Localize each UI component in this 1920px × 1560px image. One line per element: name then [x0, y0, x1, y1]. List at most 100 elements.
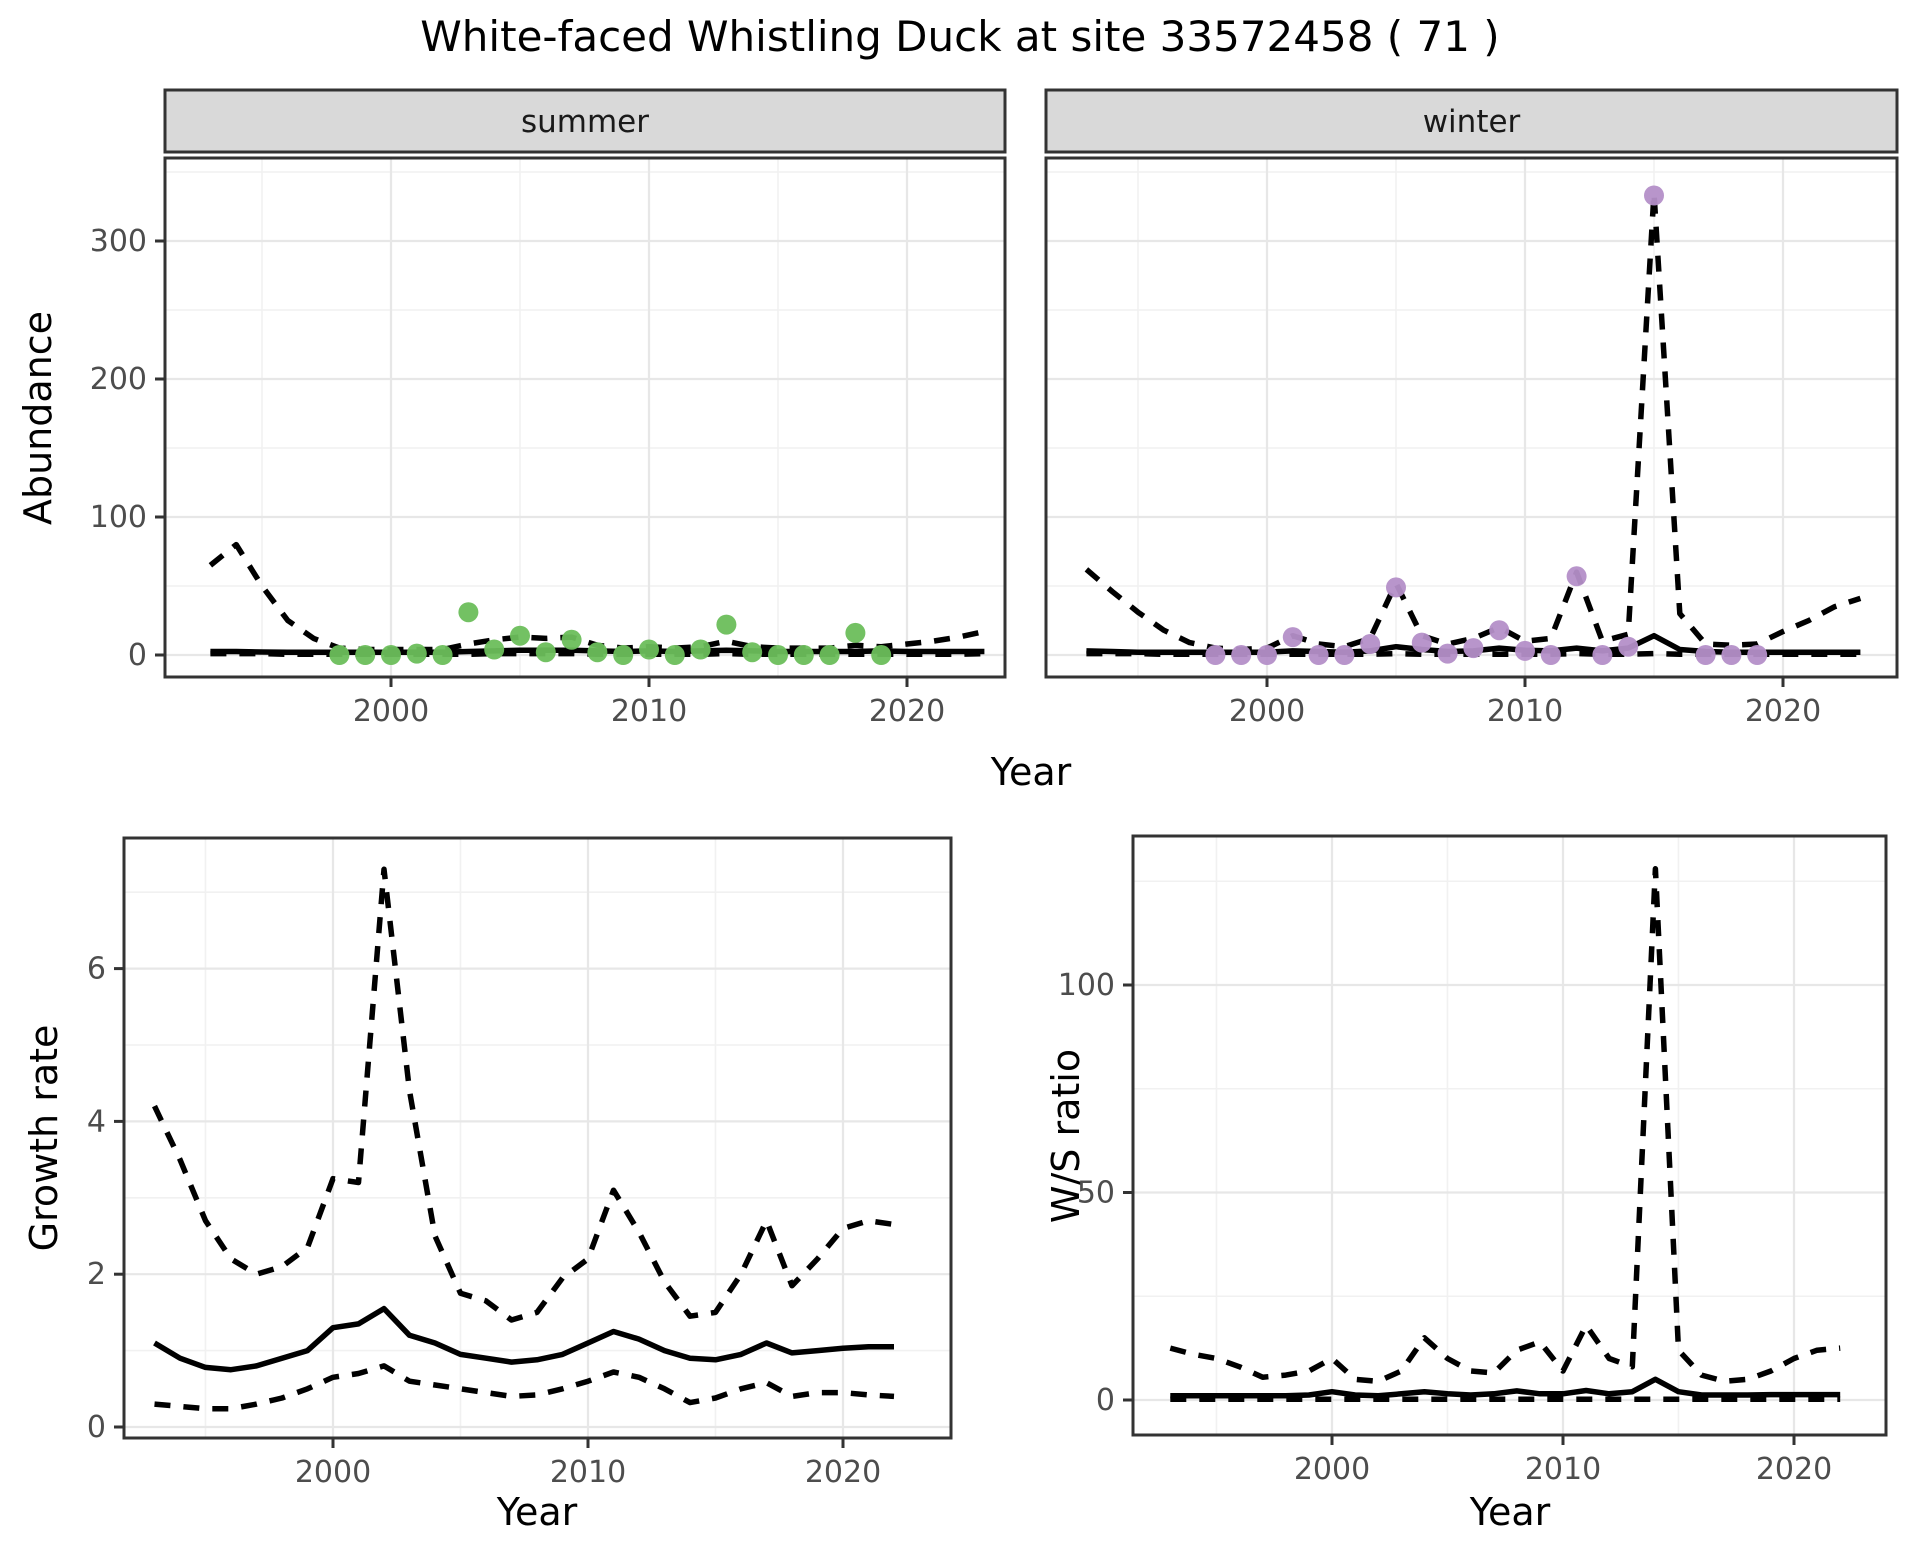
- x-tick-label: 2000: [1229, 694, 1305, 729]
- x-tick-label: 2000: [353, 694, 429, 729]
- strip-background: [163, 88, 1007, 154]
- facet-strip-summer: summer: [163, 88, 1007, 154]
- summer-observation-points: [329, 602, 892, 665]
- y-tick-label: 50: [1077, 1176, 1115, 1211]
- y-tick-label: 0: [87, 1410, 106, 1445]
- y-tick-label: 100: [90, 500, 147, 535]
- data-point: [1231, 645, 1252, 665]
- panel-border: [163, 156, 1007, 679]
- data-point: [432, 645, 453, 665]
- y-axis-ticks: 0 100 200 300: [90, 224, 165, 673]
- data-point: [458, 602, 479, 623]
- series-median: [153, 1305, 894, 1373]
- x-tick-label: 2010: [1525, 1452, 1601, 1487]
- data-point: [1437, 643, 1458, 664]
- data-point: [1592, 645, 1613, 665]
- panel-border: [1044, 156, 1899, 679]
- panel-background: [124, 838, 951, 1438]
- y-tick-label: 100: [1058, 968, 1115, 1003]
- data-point: [406, 643, 427, 664]
- y-tick-label: 300: [90, 224, 147, 259]
- data-point: [819, 645, 840, 665]
- strip-background: [1044, 88, 1899, 154]
- facet-strip-label: winter: [1423, 104, 1521, 140]
- data-point: [1334, 645, 1355, 665]
- x-tick-label: 2020: [869, 694, 945, 729]
- series-lower_ci: [154, 1363, 895, 1412]
- data-point: [1566, 566, 1587, 587]
- panel-background: [1046, 158, 1897, 677]
- panel-background: [1133, 836, 1886, 1435]
- data-point: [1257, 645, 1277, 665]
- panel-abundance-summer: 2000 2010 2020 0 100 200 300: [90, 156, 1007, 729]
- x-tick-label: 2020: [1756, 1452, 1832, 1487]
- y-tick-label: 0: [1096, 1383, 1115, 1418]
- bottom-left-year-axis-label: Year: [496, 1490, 578, 1534]
- data-point: [1411, 632, 1432, 653]
- x-tick-label: 2010: [611, 694, 687, 729]
- facet-strip-winter: winter: [1044, 88, 1899, 154]
- data-point: [484, 639, 505, 660]
- series-median: [1170, 1376, 1841, 1399]
- data-point: [1540, 645, 1561, 665]
- panel-background: [165, 158, 1005, 677]
- x-axis-ticks: 2000 2010 2020: [1229, 677, 1821, 729]
- panel-abundance-winter: 2000 2010 2020: [1044, 156, 1899, 729]
- gridlines: [165, 158, 1005, 677]
- data-point: [845, 622, 866, 643]
- data-point: [1205, 645, 1226, 665]
- panel-growth-rate: 2000 2010 2020 0 2 4 6: [87, 836, 953, 1490]
- data-point: [1463, 638, 1484, 659]
- x-tick-label: 2010: [1487, 694, 1563, 729]
- data-point: [510, 625, 530, 646]
- data-point: [664, 645, 685, 665]
- x-axis-ticks: 2000 2010 2020: [1294, 1435, 1832, 1487]
- data-point: [535, 642, 556, 663]
- y-tick-label: 6: [87, 952, 106, 987]
- data-point: [587, 642, 608, 663]
- data-point: [561, 629, 582, 650]
- data-point: [1386, 577, 1406, 598]
- winter-observation-points: [1205, 185, 1768, 665]
- data-point: [1644, 185, 1664, 206]
- x-tick-label: 2020: [1745, 694, 1821, 729]
- x-tick-label: 2000: [1294, 1452, 1370, 1487]
- y-tick-label: 4: [87, 1104, 106, 1139]
- y-tick-label: 200: [90, 362, 147, 397]
- panel-border: [122, 836, 953, 1440]
- series-upper_ci: [1169, 866, 1841, 1385]
- series-upper_ci: [152, 866, 895, 1323]
- top-year-axis-label: Year: [990, 750, 1072, 794]
- data-point: [768, 645, 788, 665]
- data-point: [871, 645, 892, 665]
- data-point: [690, 639, 711, 660]
- data-point: [716, 614, 737, 635]
- x-axis-ticks: 2000 2010 2020: [295, 1438, 881, 1490]
- y-axis-ticks: 0 2 4 6: [87, 952, 124, 1445]
- data-point: [1695, 645, 1716, 665]
- y-axis-ticks: 0 50 100: [1058, 968, 1133, 1418]
- x-tick-label: 2010: [550, 1455, 626, 1490]
- panel-border: [1131, 834, 1888, 1437]
- data-point: [1747, 645, 1768, 665]
- data-point: [329, 645, 350, 665]
- figure-title: White-faced Whistling Duck at site 33572…: [420, 12, 1500, 61]
- x-tick-label: 2020: [805, 1455, 881, 1490]
- panel-ws-ratio: 2000 2010 2020 0 50 100: [1058, 834, 1888, 1487]
- data-point: [639, 639, 659, 660]
- data-point: [381, 645, 401, 665]
- data-point: [1618, 636, 1639, 657]
- data-point: [1721, 645, 1742, 665]
- x-tick-label: 2000: [295, 1455, 371, 1490]
- data-point: [1282, 627, 1303, 648]
- data-point: [1515, 640, 1535, 661]
- data-point: [793, 645, 814, 665]
- bottom-right-year-axis-label: Year: [1469, 1490, 1551, 1534]
- y-tick-label: 2: [87, 1257, 106, 1292]
- data-point: [613, 645, 634, 665]
- data-point: [1360, 634, 1381, 654]
- x-axis-ticks: 2000 2010 2020: [353, 677, 945, 729]
- data-point: [1308, 645, 1329, 665]
